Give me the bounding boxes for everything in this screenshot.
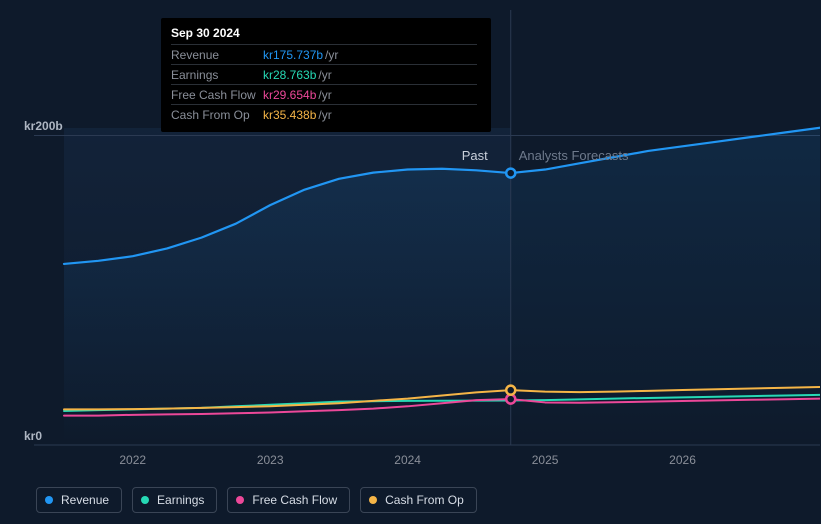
tooltip-row-label: Revenue bbox=[171, 48, 263, 62]
legend-dot-icon bbox=[45, 496, 53, 504]
legend-item-earnings[interactable]: Earnings bbox=[132, 487, 217, 513]
legend-item-label: Revenue bbox=[61, 493, 109, 507]
legend-item-label: Cash From Op bbox=[385, 493, 464, 507]
y-axis-label: kr200b bbox=[24, 119, 63, 133]
tooltip-row: Cash From Opkr35.438b /yr bbox=[171, 104, 477, 124]
tooltip-row-unit: /yr bbox=[318, 88, 331, 102]
forecast-label: Analysts Forecasts bbox=[519, 148, 629, 163]
financials-chart: Sep 30 2024 Revenuekr175.737b /yrEarning… bbox=[16, 0, 805, 508]
legend-dot-icon bbox=[236, 496, 244, 504]
tooltip-row: Free Cash Flowkr29.654b /yr bbox=[171, 84, 477, 104]
x-axis-label: 2024 bbox=[394, 453, 421, 467]
chart-legend: Revenue Earnings Free Cash Flow Cash From O… bbox=[36, 487, 477, 513]
legend-dot-icon bbox=[141, 496, 149, 504]
tooltip-row-value: kr29.654b bbox=[263, 88, 316, 102]
tooltip-row: Revenuekr175.737b /yr bbox=[171, 44, 477, 64]
x-axis-label: 2026 bbox=[669, 453, 696, 467]
x-axis-label: 2023 bbox=[257, 453, 284, 467]
tooltip-row-value: kr35.438b bbox=[263, 108, 316, 122]
legend-item-free-cash-flow[interactable]: Free Cash Flow bbox=[227, 487, 350, 513]
legend-item-label: Free Cash Flow bbox=[252, 493, 337, 507]
x-axis-label: 2025 bbox=[532, 453, 559, 467]
tooltip-row-label: Cash From Op bbox=[171, 108, 263, 122]
legend-item-label: Earnings bbox=[157, 493, 204, 507]
tooltip-row-unit: /yr bbox=[318, 108, 331, 122]
x-axis-label: 2022 bbox=[119, 453, 146, 467]
tooltip-row-label: Free Cash Flow bbox=[171, 88, 263, 102]
tooltip-row-unit: /yr bbox=[325, 48, 338, 62]
tooltip-row-label: Earnings bbox=[171, 68, 263, 82]
chart-tooltip: Sep 30 2024 Revenuekr175.737b /yrEarning… bbox=[161, 18, 491, 132]
tooltip-date: Sep 30 2024 bbox=[171, 26, 477, 44]
legend-item-revenue[interactable]: Revenue bbox=[36, 487, 122, 513]
tooltip-row-unit: /yr bbox=[318, 68, 331, 82]
tooltip-row-value: kr175.737b bbox=[263, 48, 323, 62]
tooltip-row: Earningskr28.763b /yr bbox=[171, 64, 477, 84]
y-axis-label: kr0 bbox=[24, 429, 42, 443]
legend-dot-icon bbox=[369, 496, 377, 504]
past-label: Past bbox=[462, 148, 488, 163]
legend-item-cash-from-op[interactable]: Cash From Op bbox=[360, 487, 477, 513]
tooltip-row-value: kr28.763b bbox=[263, 68, 316, 82]
